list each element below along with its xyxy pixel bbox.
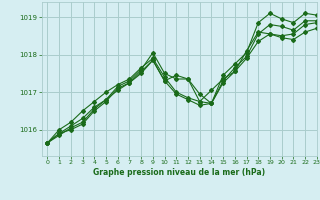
- X-axis label: Graphe pression niveau de la mer (hPa): Graphe pression niveau de la mer (hPa): [93, 168, 265, 177]
